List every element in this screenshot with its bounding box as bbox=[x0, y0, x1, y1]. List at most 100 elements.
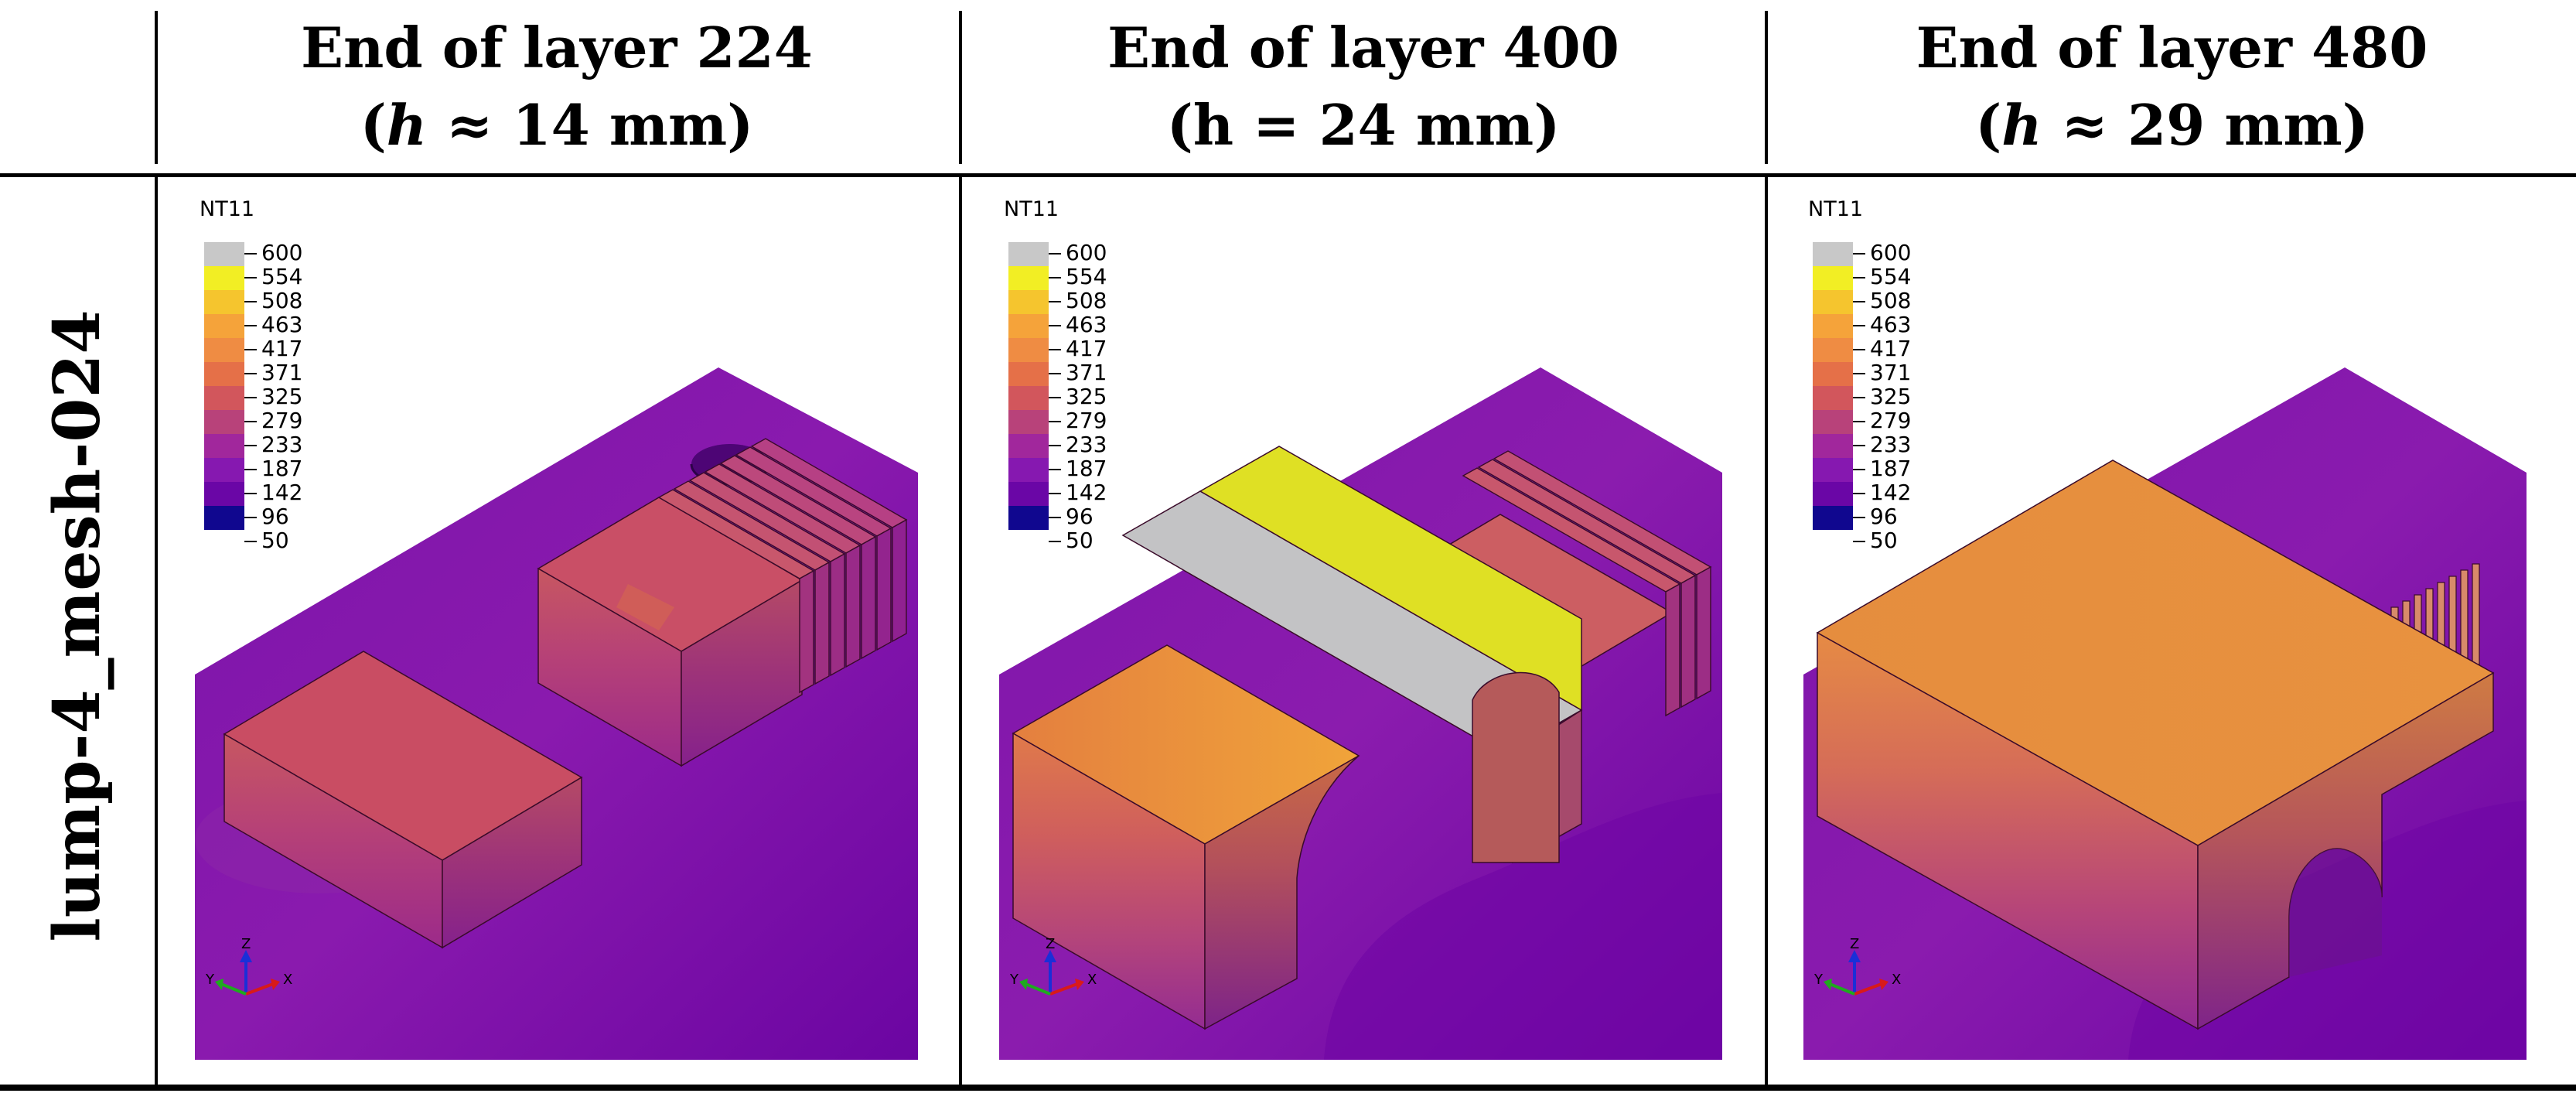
legend-tick bbox=[1853, 397, 1865, 398]
legend-tick bbox=[1853, 349, 1865, 350]
legend-level: 96 bbox=[261, 504, 289, 529]
legend-tick bbox=[244, 493, 257, 494]
legend-level: 142 bbox=[1066, 480, 1107, 505]
legend-level: 96 bbox=[1870, 504, 1898, 529]
legend-swatch bbox=[204, 362, 244, 386]
axis-triad: Y Z X bbox=[1808, 936, 1924, 1021]
column-header-3: End of layer 480 (ℎ ≈ 29 mm) bbox=[1768, 0, 2576, 175]
column-header-title: End of layer 400 bbox=[1107, 15, 1619, 80]
legend-swatch bbox=[1813, 290, 1853, 314]
column-divider bbox=[959, 11, 962, 164]
column-divider bbox=[959, 177, 962, 1087]
legend-swatch bbox=[1008, 314, 1049, 338]
legend-title: NT11 bbox=[1004, 197, 1059, 221]
legend-tick bbox=[1853, 421, 1865, 422]
legend-swatch bbox=[1008, 458, 1049, 482]
legend-level: 233 bbox=[261, 432, 303, 457]
legend-tick bbox=[1853, 469, 1865, 470]
legend-tick bbox=[1049, 517, 1061, 518]
legend-tick bbox=[1049, 469, 1061, 470]
legend-level: 50 bbox=[1870, 528, 1898, 553]
legend-tick bbox=[1853, 517, 1865, 518]
legend-tick bbox=[1049, 373, 1061, 374]
legend-tick bbox=[1049, 325, 1061, 326]
legend-swatch bbox=[1813, 410, 1853, 434]
legend-swatch bbox=[204, 458, 244, 482]
column-header-height: (h = 24 mm) bbox=[1166, 92, 1561, 158]
legend-swatch bbox=[1813, 434, 1853, 458]
legend-level: 600 bbox=[261, 240, 303, 265]
axis-label-y: Y bbox=[1814, 972, 1823, 988]
legend-tick bbox=[1853, 493, 1865, 494]
legend-swatch bbox=[1008, 290, 1049, 314]
legend-level: 417 bbox=[1066, 336, 1107, 361]
panel-layer-480: NT11 600 554 508 463 417 371 325 279 233 187 142 96 5… bbox=[1803, 197, 2527, 1060]
legend-swatch bbox=[204, 242, 244, 266]
axis-triad-graphic bbox=[1019, 950, 1084, 996]
column-header-1: End of layer 224 (ℎ ≈ 14 mm) bbox=[155, 0, 959, 175]
legend-swatch bbox=[204, 266, 244, 290]
legend-level: 508 bbox=[1066, 288, 1107, 313]
axis-triad: Y Z X bbox=[1004, 936, 1120, 1021]
legend-tick bbox=[1853, 445, 1865, 446]
legend-level: 279 bbox=[1066, 408, 1107, 433]
legend-tick bbox=[1049, 421, 1061, 422]
legend-level: 325 bbox=[1870, 384, 1912, 409]
legend-tick bbox=[244, 325, 257, 326]
legend-tick bbox=[244, 517, 257, 518]
column-header-height: (ℎ ≈ 14 mm) bbox=[360, 92, 754, 158]
axis-label-x: X bbox=[1892, 972, 1902, 988]
legend-level: 554 bbox=[1066, 264, 1107, 289]
legend-level: 508 bbox=[261, 288, 303, 313]
legend-swatch bbox=[1813, 314, 1853, 338]
y-axis-head bbox=[1824, 979, 1832, 990]
legend-swatch bbox=[204, 290, 244, 314]
column-header-title: End of layer 480 bbox=[1916, 15, 2428, 80]
legend-tick bbox=[244, 373, 257, 374]
temperature-legend: NT11 600 554 508 463 417 371 325 279 233 187 142 96 5… bbox=[200, 197, 354, 569]
fin-array bbox=[1462, 450, 1712, 717]
block-side-face bbox=[1204, 755, 1360, 1030]
legend-level: 96 bbox=[1066, 504, 1094, 529]
substrate-cool-zone bbox=[1324, 793, 1722, 1060]
legend-swatch bbox=[1008, 338, 1049, 362]
legend-level: 142 bbox=[261, 480, 303, 505]
axis-label-y: Y bbox=[1010, 972, 1018, 988]
legend-level: 233 bbox=[1870, 432, 1912, 457]
x-axis-arrow bbox=[1049, 982, 1078, 996]
legend-level: 371 bbox=[1066, 360, 1107, 385]
axis-label-z: Z bbox=[1046, 936, 1056, 952]
bridge-arch bbox=[1472, 671, 1560, 863]
header-rule bbox=[0, 173, 2576, 177]
simulation-render bbox=[195, 367, 918, 1060]
axis-triad-graphic bbox=[1824, 950, 1888, 996]
y-axis-arrow bbox=[220, 982, 247, 996]
legend-level: 325 bbox=[261, 384, 303, 409]
legend-level: 142 bbox=[1870, 480, 1912, 505]
legend-tick bbox=[1853, 253, 1865, 255]
z-axis-head bbox=[1044, 950, 1056, 962]
legend-swatch bbox=[1813, 482, 1853, 506]
x-axis-head bbox=[271, 979, 280, 990]
legend-swatch bbox=[1813, 266, 1853, 290]
legend-tick bbox=[1853, 277, 1865, 278]
legend-level: 187 bbox=[1066, 456, 1107, 481]
legend-level: 417 bbox=[261, 336, 303, 361]
row-label-text: lump-4_mesh-024 bbox=[40, 309, 114, 942]
x-axis-head bbox=[1879, 979, 1888, 990]
legend-tick bbox=[244, 469, 257, 470]
legend-swatch bbox=[204, 314, 244, 338]
legend-swatch bbox=[1813, 362, 1853, 386]
fin-block-end bbox=[681, 579, 803, 767]
column-divider bbox=[1765, 177, 1768, 1087]
legend-level: 508 bbox=[1870, 288, 1912, 313]
legend-level: 187 bbox=[1870, 456, 1912, 481]
legend-tick bbox=[244, 445, 257, 446]
legend-swatch bbox=[1008, 482, 1049, 506]
row-label: lump-4_mesh-024 bbox=[0, 175, 155, 1077]
legend-swatch bbox=[1008, 386, 1049, 410]
legend-level: 554 bbox=[1870, 264, 1912, 289]
legend-swatch bbox=[1008, 506, 1049, 530]
panel-layer-400: NT11 600 554 508 463 417 371 325 279 233 187 142 96 5… bbox=[999, 197, 1722, 1060]
